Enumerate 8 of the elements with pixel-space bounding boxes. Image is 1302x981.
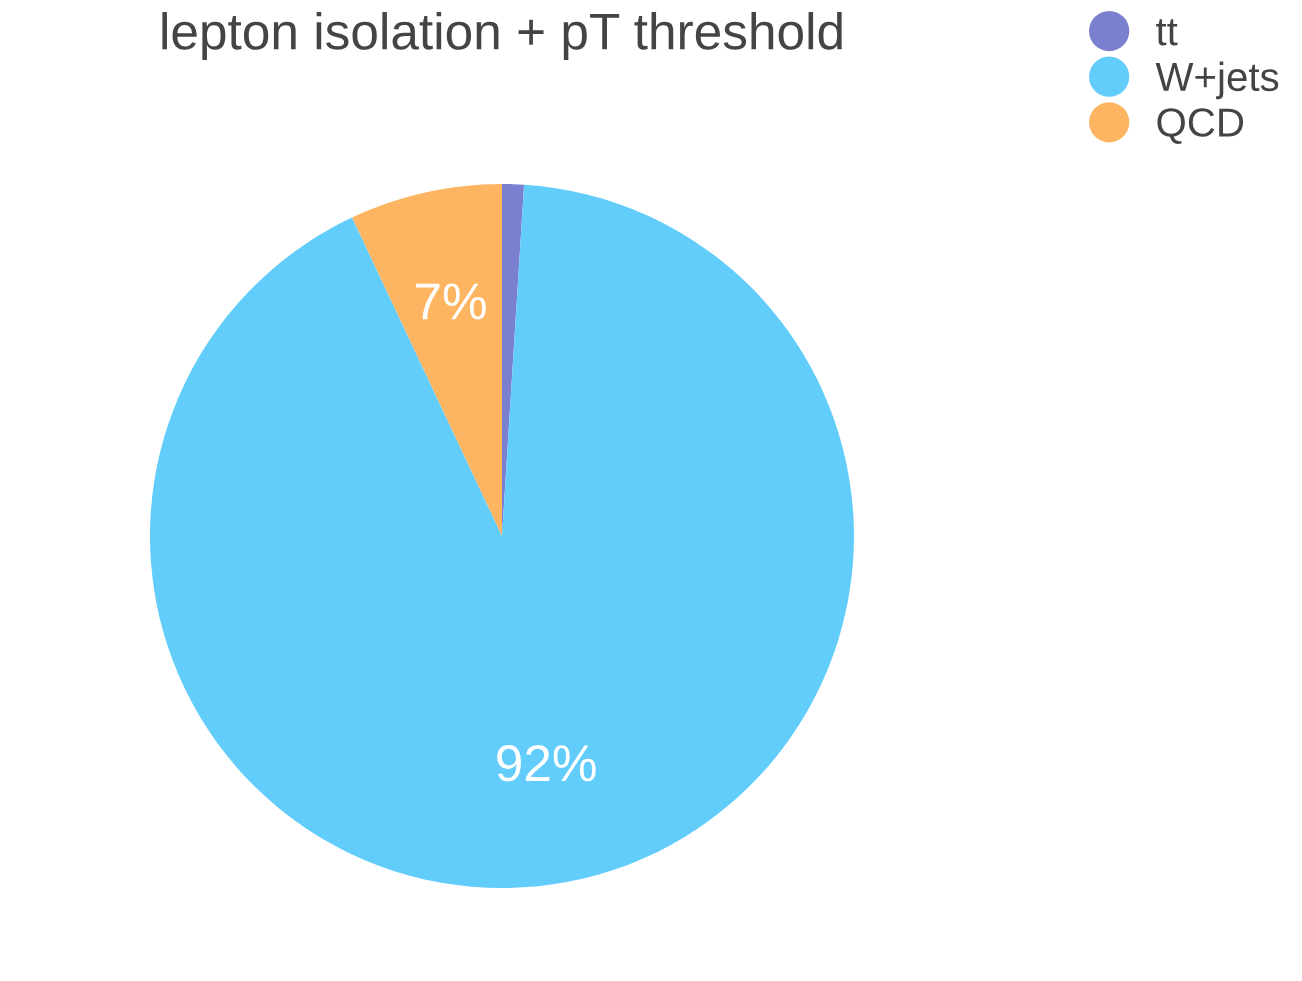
legend-label: QCD	[1157, 108, 1244, 144]
legend-label: W+jets	[1155, 61, 1279, 100]
data-label: 7%	[416, 283, 486, 320]
chart-title: lepton isolation + pT threshold	[162, 12, 842, 60]
pie-slice	[150, 184, 854, 888]
legend-label: tt	[1156, 19, 1178, 46]
data-label: 92%	[497, 745, 596, 782]
pie-slice	[352, 184, 502, 536]
